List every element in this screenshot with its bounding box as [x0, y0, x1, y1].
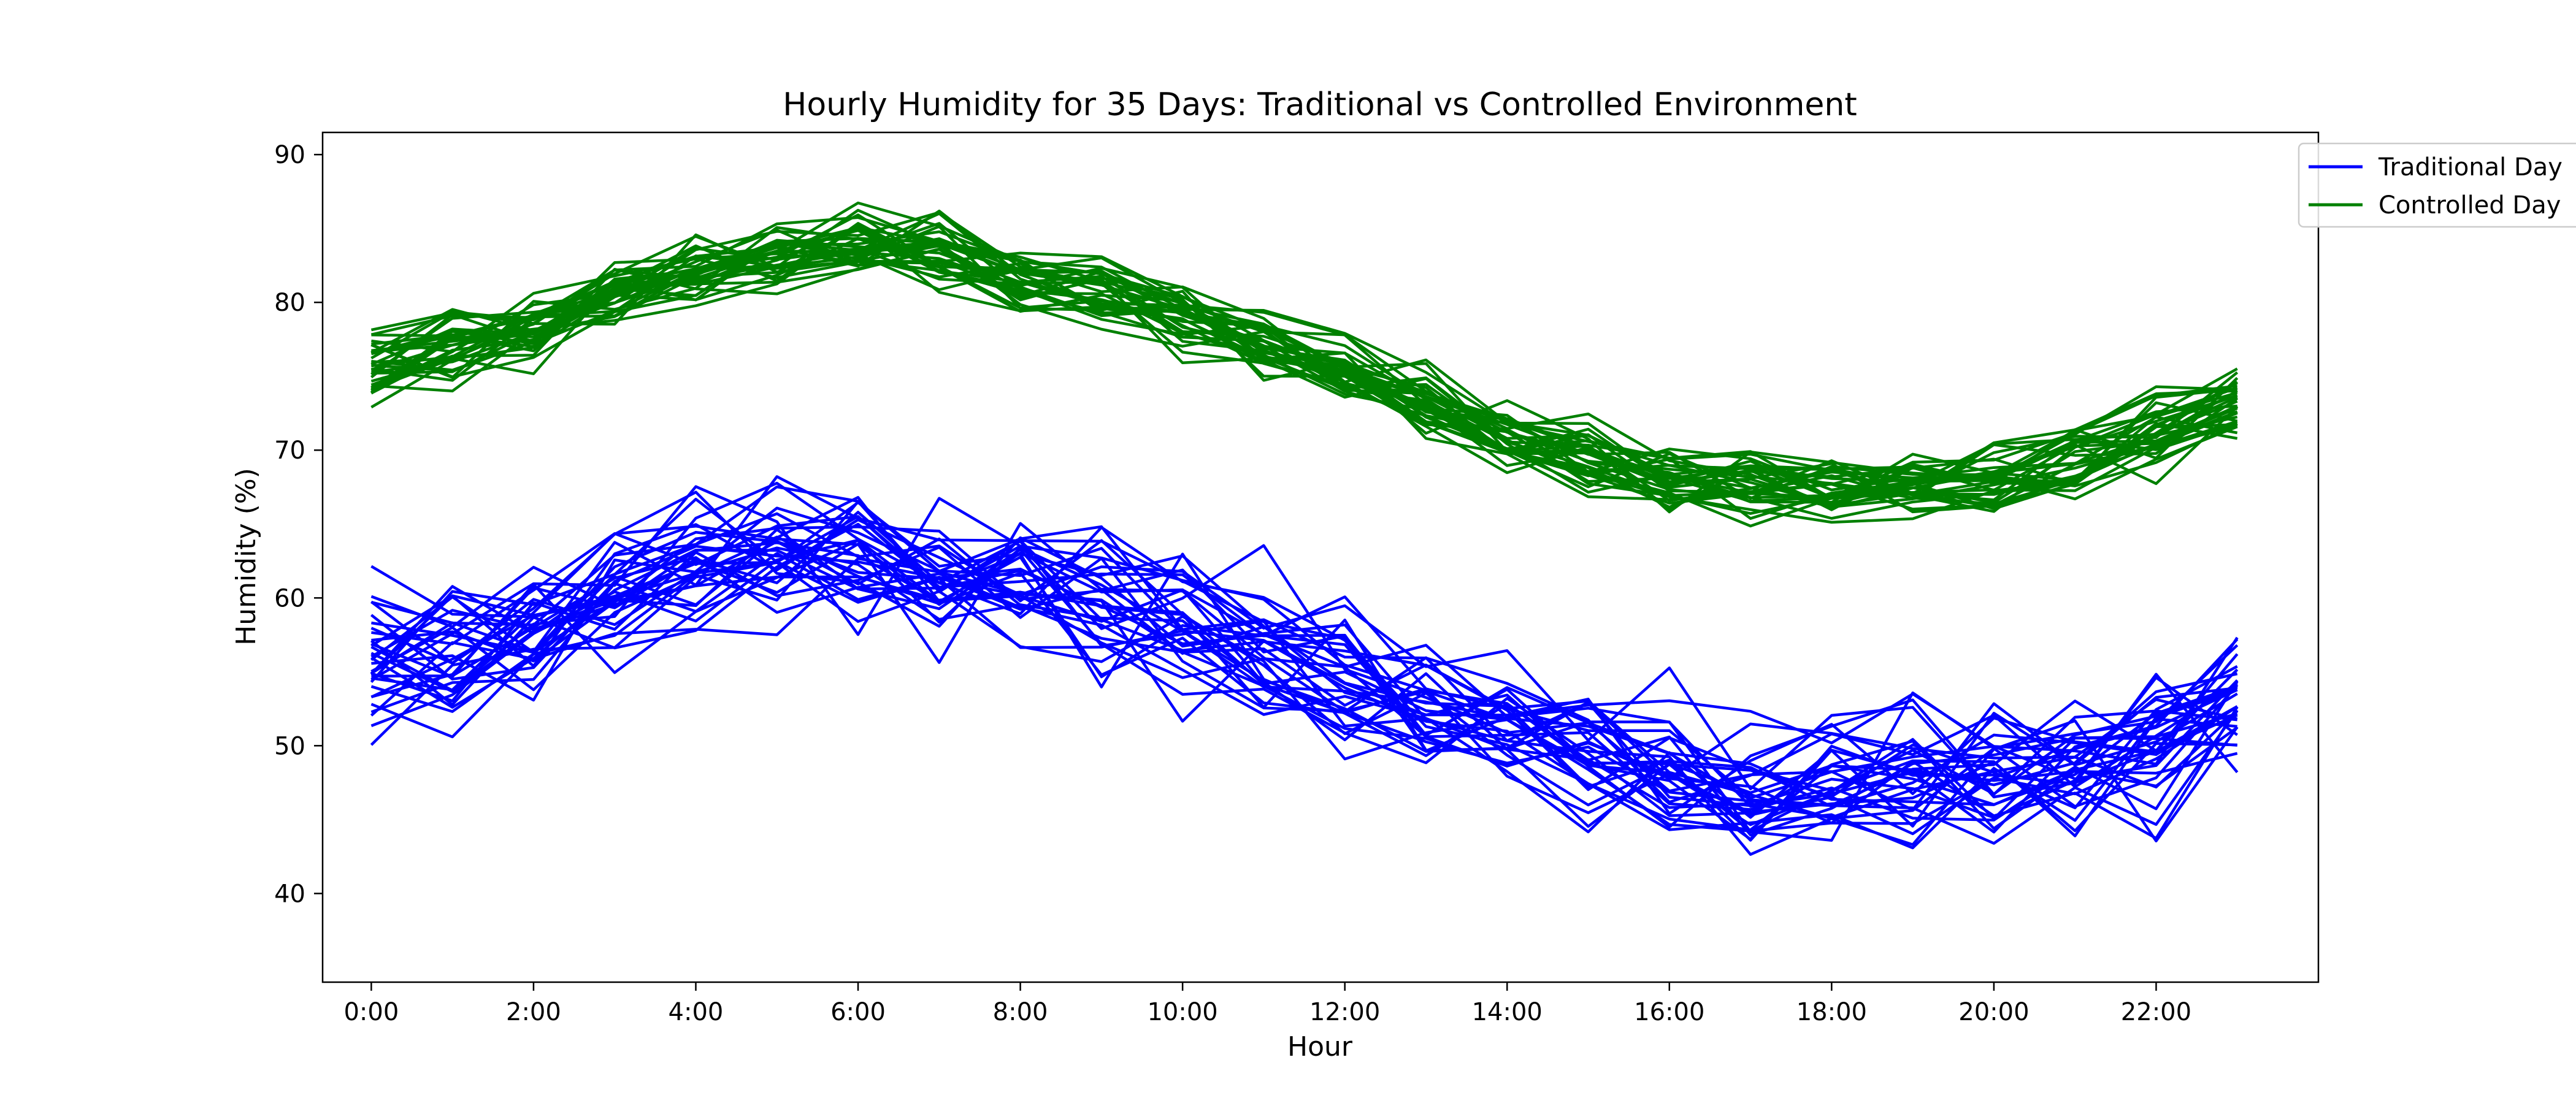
controlled-day-line	[370, 245, 2238, 511]
x-tick-label: 10:00	[1147, 998, 1217, 1026]
traditional-day-line	[370, 511, 2238, 834]
x-tick-label: 22:00	[2121, 998, 2191, 1026]
plot-frame	[321, 131, 2320, 983]
traditional-day-line	[370, 481, 2237, 812]
y-tick-label: 70	[274, 437, 305, 465]
controlled-day-line	[370, 226, 2238, 506]
traditional-day-line	[370, 485, 2239, 806]
y-tick-label: 40	[274, 880, 305, 908]
x-tick-label: 0:00	[343, 998, 399, 1026]
controlled-day-line	[371, 244, 2237, 528]
traditional-day-line	[370, 560, 2238, 809]
traditional-day-line	[370, 496, 2238, 808]
traditional-day-line	[370, 485, 2238, 804]
x-tick-label: 6:00	[830, 998, 886, 1026]
traditional-day-line	[370, 552, 2239, 856]
x-axis-ticks: 0:00 2:00 4:00 6:00 8:00 10:00 12:00 14:00 16:00…	[343, 982, 2191, 1026]
x-tick-label: 12:00	[1309, 998, 1380, 1026]
controlled-day-line	[370, 238, 2238, 505]
legend-label: Traditional Day	[2378, 153, 2563, 181]
y-tick-label: 90	[274, 141, 305, 169]
controlled-day-line	[371, 209, 2238, 486]
controlled-day-line	[370, 223, 2238, 502]
traditional-day-line	[370, 530, 2239, 820]
x-axis-title: Hour	[1287, 1031, 1353, 1062]
x-tick-label: 20:00	[1958, 998, 2029, 1026]
x-tick-label: 14:00	[1472, 998, 1543, 1026]
x-tick-label: 4:00	[669, 998, 724, 1026]
controlled-day-line	[370, 229, 2238, 509]
y-tick-label: 80	[274, 289, 305, 317]
legend: Traditional Day Controlled Day	[2298, 142, 2576, 228]
x-tick-label: 16:00	[1634, 998, 1704, 1026]
traditional-day-line	[370, 539, 2238, 807]
x-tick-label: 18:00	[1796, 998, 1867, 1026]
controlled-day-line	[371, 222, 2238, 500]
plot-lines	[370, 201, 2239, 856]
x-tick-label: 8:00	[993, 998, 1048, 1026]
y-tick-label: 60	[274, 584, 305, 612]
y-axis-title: Humidity (%)	[231, 468, 262, 646]
traditional-day-line	[370, 541, 2238, 815]
chart-title: Hourly Humidity for 35 Days: Traditional…	[783, 86, 1857, 123]
y-axis-ticks: 40 50 60 70 80 90	[274, 141, 323, 908]
y-tick-label: 50	[274, 732, 305, 760]
controlled-day-line	[370, 208, 2237, 500]
controlled-day-line	[371, 230, 2237, 500]
traditional-day-line	[370, 501, 2239, 766]
traditional-day-line	[370, 549, 2237, 837]
traditional-day-line	[370, 561, 2239, 840]
legend-label: Controlled Day	[2379, 191, 2561, 219]
traditional-day-line	[370, 522, 2239, 822]
x-tick-label: 2:00	[506, 998, 561, 1026]
traditional-day-line	[370, 538, 2238, 850]
legend-box	[2298, 142, 2576, 228]
